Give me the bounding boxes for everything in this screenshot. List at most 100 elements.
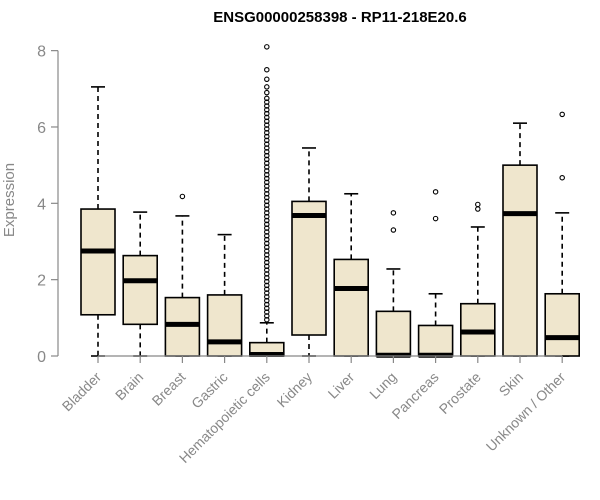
outlier-point <box>264 202 270 208</box>
box-lung <box>375 210 412 358</box>
box-rect <box>502 164 538 357</box>
outlier-point <box>264 76 270 83</box>
outlier-point <box>264 179 270 186</box>
outlier-point <box>264 217 270 224</box>
x-tick-label: Bladder <box>59 369 105 415</box>
box-rect <box>80 208 116 316</box>
outlier-point <box>264 66 270 73</box>
x-tick-label: Kidney <box>274 369 316 411</box>
outlier-point <box>264 198 270 205</box>
box-prostate <box>459 201 496 357</box>
box-pancreas <box>417 189 454 358</box>
outlier-point <box>264 210 270 216</box>
box-skin <box>502 122 538 357</box>
box-rect <box>291 200 327 336</box>
y-tick-label: 6 <box>37 120 46 137</box>
outlier-point <box>475 201 481 208</box>
y-axis: 0 2 4 6 8 <box>37 44 59 366</box>
box-brain <box>122 211 158 357</box>
outlier-point <box>264 233 270 239</box>
outlier-point <box>264 84 270 90</box>
x-tick-label: Liver <box>325 369 358 402</box>
outlier-point <box>264 267 270 273</box>
outlier-point <box>559 111 565 118</box>
x-tick-label: Breast <box>149 369 189 409</box>
box-gastric <box>206 233 243 357</box>
outlier-point <box>264 149 270 155</box>
outlier-point <box>264 248 270 254</box>
outlier-point <box>264 141 270 147</box>
x-tick-label: Brain <box>112 369 146 403</box>
outlier-point <box>264 89 270 96</box>
outlier-point <box>264 175 270 182</box>
outlier-point <box>264 271 270 277</box>
box-kidney <box>291 147 327 357</box>
outlier-point <box>264 156 270 163</box>
outlier-point <box>264 229 270 235</box>
box-unknown-other <box>544 111 581 357</box>
outlier-point <box>264 191 270 197</box>
box-rect <box>417 324 454 357</box>
outlier-point <box>432 189 439 195</box>
outlier-point <box>264 274 270 281</box>
outlier-point <box>264 103 270 109</box>
chart-title: ENSG00000258398 - RP11-218E20.6 <box>213 9 467 26</box>
outlier-point <box>264 206 270 212</box>
outlier-point <box>390 227 397 233</box>
y-tick-label: 0 <box>37 349 46 366</box>
box-liver <box>333 192 370 357</box>
outlier-point <box>264 194 270 201</box>
outlier-point <box>264 294 270 300</box>
outlier-point <box>264 255 270 262</box>
outlier-point <box>264 316 270 323</box>
outlier-point <box>264 171 270 178</box>
outlier-point <box>264 137 270 144</box>
outlier-point <box>264 133 270 140</box>
x-tick-label: Unknown / Other <box>483 369 569 455</box>
x-tick-label: Pancreas <box>389 369 442 422</box>
boxes-group <box>80 44 581 358</box>
outlier-point <box>264 129 270 136</box>
outlier-point <box>264 290 270 296</box>
outlier-point <box>264 95 270 102</box>
outlier-point <box>264 278 270 285</box>
outlier-point <box>264 160 270 166</box>
outlier-point <box>264 236 270 243</box>
y-tick-label: 8 <box>37 44 46 61</box>
outlier-point <box>264 244 270 250</box>
box-rect <box>333 258 370 357</box>
outlier-point <box>264 240 270 247</box>
outlier-point <box>264 305 270 312</box>
x-tick-label: Lung <box>366 369 399 402</box>
outlier-point <box>264 44 270 50</box>
box-breast <box>164 193 201 357</box>
outlier-point <box>264 99 270 105</box>
box-rect <box>122 254 158 326</box>
outlier-point <box>264 301 270 308</box>
outlier-point <box>264 122 270 128</box>
outlier-point <box>264 225 270 231</box>
outlier-point <box>264 309 270 315</box>
outlier-point <box>264 187 270 193</box>
box-rect <box>206 294 243 357</box>
box-hematopoietic-cells <box>249 44 285 357</box>
outlier-point <box>264 183 270 189</box>
outlier-point <box>264 286 270 292</box>
outlier-point <box>264 118 270 125</box>
y-tick-label: 2 <box>37 273 46 290</box>
x-tick-label: Skin <box>496 369 527 400</box>
y-tick-label: 4 <box>37 196 46 213</box>
outlier-point <box>264 221 270 228</box>
outlier-point <box>264 107 270 113</box>
outlier-point <box>264 145 270 151</box>
outlier-point <box>264 168 270 174</box>
outlier-point <box>264 297 270 304</box>
box-rect <box>544 292 581 357</box>
outlier-point <box>264 252 270 258</box>
outlier-point <box>264 263 270 270</box>
outlier-point <box>264 313 270 319</box>
y-axis-label: Expression <box>1 163 18 237</box>
outlier-point <box>264 114 270 121</box>
